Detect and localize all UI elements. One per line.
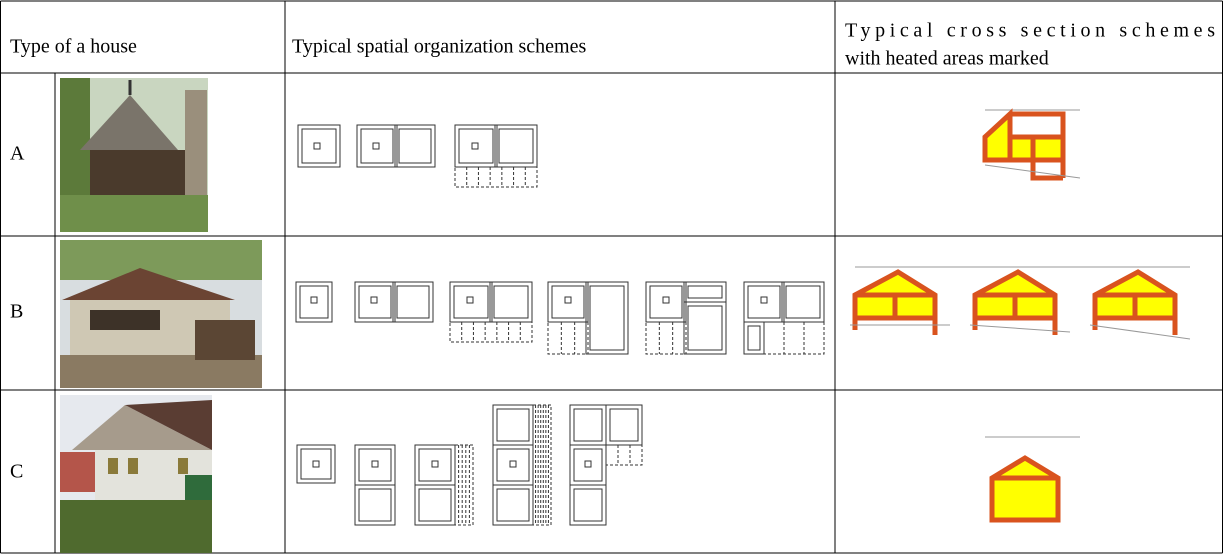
plan-room-inner bbox=[573, 448, 603, 482]
plan-room bbox=[585, 281, 629, 355]
plan-room bbox=[296, 444, 336, 484]
photo-b bbox=[60, 240, 262, 388]
plan-stove bbox=[310, 296, 318, 304]
plan-room bbox=[392, 281, 434, 323]
row-label: A bbox=[10, 143, 25, 165]
row-label: C bbox=[10, 461, 23, 483]
plan-room-inner bbox=[493, 285, 529, 319]
plan-room-inner bbox=[573, 488, 603, 522]
plan-room bbox=[781, 281, 825, 323]
plan-stove bbox=[371, 460, 379, 468]
plan-stove bbox=[313, 142, 321, 150]
plan-room-inner bbox=[299, 285, 329, 319]
plan-stove bbox=[584, 460, 592, 468]
photo-c bbox=[60, 395, 212, 553]
plan-porch bbox=[547, 321, 589, 355]
plan-porch bbox=[454, 444, 474, 526]
plan-porch bbox=[532, 404, 552, 526]
plan-room bbox=[356, 124, 398, 168]
cross-section-c bbox=[985, 436, 1080, 523]
plan-room-inner bbox=[300, 448, 332, 480]
plan-room-inner bbox=[358, 285, 392, 319]
plan-room-inner bbox=[687, 285, 723, 299]
plan-room-inner bbox=[609, 408, 639, 442]
plan-room-inner bbox=[687, 305, 723, 351]
header-cell: Type of a house bbox=[10, 36, 137, 58]
ground-line bbox=[969, 324, 1071, 333]
plan-porch bbox=[605, 444, 643, 466]
plan-room-inner bbox=[496, 488, 530, 522]
plan-room-inner bbox=[458, 128, 494, 164]
plan-room bbox=[295, 281, 333, 323]
ground-line bbox=[1089, 324, 1191, 340]
spatial-schemes bbox=[295, 124, 825, 526]
plan-stove bbox=[372, 142, 380, 150]
row-label: B bbox=[10, 301, 23, 323]
plan-room bbox=[569, 484, 607, 526]
plan-room-inner bbox=[398, 128, 432, 164]
plan-porch bbox=[454, 166, 538, 188]
plan-stove bbox=[466, 296, 474, 304]
plan-room bbox=[354, 281, 396, 323]
plan-stove bbox=[431, 460, 439, 468]
plan-porch bbox=[645, 321, 687, 355]
plan-porch bbox=[449, 321, 533, 343]
plan-room-inner bbox=[301, 128, 337, 164]
plan-room-inner bbox=[589, 285, 625, 351]
plan-room-inner bbox=[649, 285, 683, 319]
plan-room-inner bbox=[785, 285, 821, 319]
header-cell: Typical spatial organization schemes bbox=[292, 36, 586, 58]
plan-room bbox=[683, 301, 727, 355]
plan-stove bbox=[312, 460, 320, 468]
photo-a bbox=[60, 78, 208, 232]
plan-stove bbox=[509, 460, 517, 468]
plan-room bbox=[394, 124, 436, 168]
plan-room-inner bbox=[453, 285, 489, 319]
plan-stove bbox=[662, 296, 670, 304]
plan-room bbox=[297, 124, 341, 168]
cross-section-a bbox=[982, 108, 1081, 181]
plan-porch bbox=[763, 321, 825, 355]
plan-stove bbox=[564, 296, 572, 304]
plan-room-inner bbox=[360, 128, 394, 164]
cross-section-b bbox=[850, 266, 1191, 340]
header-cell-line: with heated areas marked bbox=[845, 48, 1049, 70]
plan-room bbox=[354, 484, 396, 526]
plan-room-inner bbox=[358, 488, 392, 522]
plan-stove bbox=[760, 296, 768, 304]
plan-stove bbox=[370, 296, 378, 304]
plan-room-inner bbox=[573, 408, 603, 442]
plan-stove bbox=[471, 142, 479, 150]
plan-room-inner bbox=[496, 448, 530, 482]
plan-room-inner bbox=[418, 448, 452, 482]
plan-room-inner bbox=[496, 408, 530, 442]
plan-room-inner bbox=[551, 285, 585, 319]
plan-room-inner bbox=[358, 448, 392, 482]
plan-room-inner bbox=[418, 488, 452, 522]
plan-room-inner bbox=[498, 128, 534, 164]
plan-room-inner bbox=[396, 285, 430, 319]
plan-room-inner bbox=[747, 285, 781, 319]
plan-room-inner bbox=[747, 325, 761, 351]
